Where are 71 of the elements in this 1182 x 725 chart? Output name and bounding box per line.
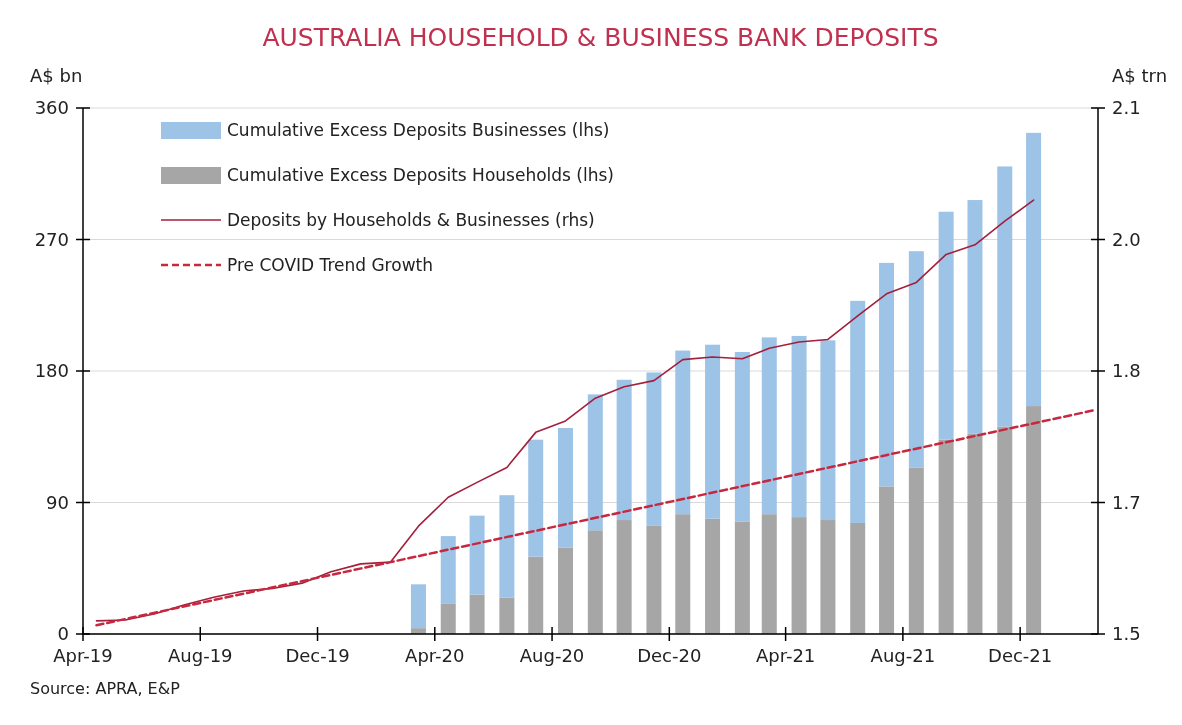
y2-tick-label: 1.5 <box>1112 623 1141 645</box>
bar <box>761 514 777 634</box>
x-tick-label: Apr-19 <box>53 645 113 666</box>
x-tick-label: Aug-20 <box>519 645 585 666</box>
y-tick-label: 180 <box>34 360 69 382</box>
line-series <box>95 199 1035 622</box>
y-axis-title: A$ bn <box>30 65 83 86</box>
bar <box>469 594 485 634</box>
bar <box>675 350 691 515</box>
y-tick-label: 0 <box>57 623 69 645</box>
y-tick-label: 90 <box>46 491 69 513</box>
bar <box>528 439 544 557</box>
bar <box>646 525 662 634</box>
bar <box>1026 132 1042 407</box>
bar <box>938 211 954 440</box>
legend-label: Deposits by Households & Businesses (rhs) <box>227 209 595 230</box>
bar <box>499 495 515 598</box>
bar <box>734 352 750 522</box>
bar <box>997 166 1013 427</box>
bar <box>791 335 807 518</box>
bar <box>410 584 426 629</box>
bar <box>1026 406 1042 634</box>
legend-label: Pre COVID Trend Growth <box>227 254 433 275</box>
bar <box>440 603 456 634</box>
y2-tick-label: 2.0 <box>1112 228 1141 250</box>
bar <box>820 340 836 521</box>
bar <box>558 547 574 634</box>
x-tick-label: Aug-21 <box>870 645 936 666</box>
bar <box>820 520 836 634</box>
bar <box>879 262 895 487</box>
bar <box>528 556 544 634</box>
bar <box>791 517 807 634</box>
chart-title: AUSTRALIA HOUSEHOLD & BUSINESS BANK DEPOSITS <box>262 23 939 52</box>
x-tick-label: Apr-21 <box>755 645 816 666</box>
bar <box>850 522 866 634</box>
x-tick-label: Dec-20 <box>637 645 702 666</box>
bar <box>705 344 721 519</box>
bar <box>499 597 515 634</box>
bar <box>938 439 954 634</box>
x-tick-label: Dec-21 <box>988 645 1053 666</box>
x-tick-label: Aug-19 <box>167 645 233 666</box>
source-note: Source: APRA, E&P <box>30 679 181 698</box>
y-tick-label: 270 <box>34 228 69 250</box>
bar <box>616 520 632 634</box>
bar <box>967 200 983 434</box>
bar <box>997 426 1013 634</box>
y2-tick-label: 2.1 <box>1112 97 1141 119</box>
bar <box>850 300 866 523</box>
y2-axis-title: A$ trn <box>1112 65 1168 86</box>
bar <box>879 486 895 634</box>
bar <box>734 521 750 634</box>
y2-tick-label: 1.7 <box>1112 491 1141 513</box>
bar <box>967 433 983 634</box>
y2-tick-label: 1.8 <box>1112 360 1141 382</box>
legend-label: Cumulative Excess Deposits Households (lhs) <box>227 164 614 185</box>
bar <box>908 251 924 468</box>
bar <box>705 518 721 634</box>
bar <box>558 427 574 548</box>
x-tick-label: Dec-19 <box>285 645 350 666</box>
legend-label: Cumulative Excess Deposits Businesses (lhs) <box>227 119 610 140</box>
bar <box>587 530 603 634</box>
bar <box>908 467 924 634</box>
bar <box>469 515 485 595</box>
bar <box>587 394 603 531</box>
bar <box>646 372 662 526</box>
bar <box>761 337 777 515</box>
x-tick-label: Apr-20 <box>405 645 465 666</box>
bar <box>440 536 456 604</box>
bar <box>616 379 632 521</box>
bar <box>675 514 691 634</box>
y-tick-label: 360 <box>34 97 69 119</box>
